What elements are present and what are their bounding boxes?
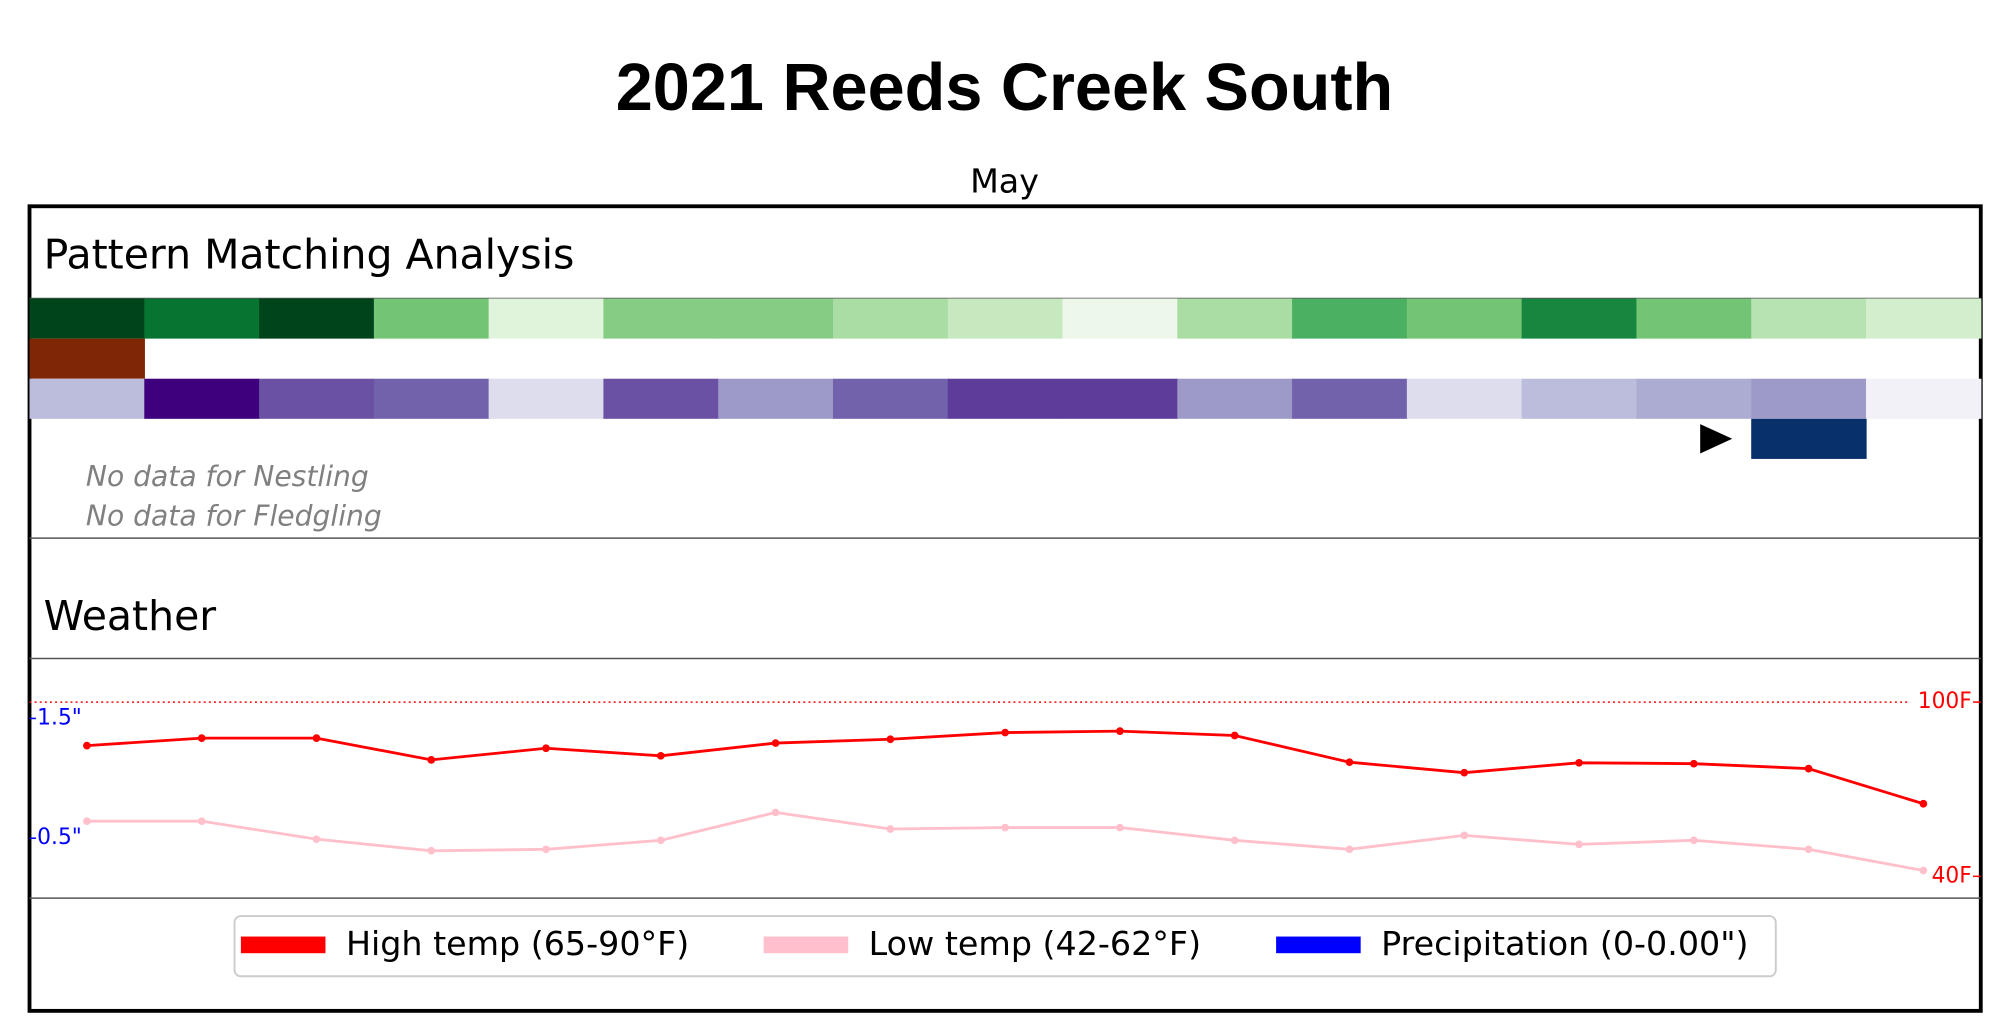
heatmap-cell xyxy=(1751,298,1867,339)
temp-point xyxy=(197,734,206,742)
temp-point xyxy=(197,817,206,826)
temp-point xyxy=(542,845,550,854)
temp-point xyxy=(312,734,321,742)
note: No data for Fledgling xyxy=(86,500,382,533)
heatmap-cell xyxy=(1636,298,1752,339)
y-tick-label: 1.5" xyxy=(37,705,82,730)
heatmap-cell xyxy=(603,378,719,419)
heatmap-cell xyxy=(29,378,145,419)
legend-label: Precipitation (0-0.00") xyxy=(1381,924,1748,963)
temp-point xyxy=(1919,799,1928,808)
heatmap-cell xyxy=(1636,378,1752,419)
heatmap-cell xyxy=(1521,298,1638,339)
temp-point xyxy=(1001,728,1009,737)
heatmap-cell xyxy=(1751,418,1867,459)
temp-point xyxy=(886,825,895,833)
temp-point xyxy=(1804,764,1813,773)
heatmap-cell xyxy=(1406,298,1523,339)
y2-tick-label: 40F xyxy=(1932,863,1972,888)
heatmap-cell xyxy=(144,298,260,339)
section-title: Weather xyxy=(44,592,217,640)
heatmap-cell xyxy=(29,338,145,379)
heatmap-cell xyxy=(259,378,375,419)
temp-point xyxy=(1460,831,1469,840)
heatmap-cell xyxy=(832,298,949,339)
heatmap-cell xyxy=(1406,378,1523,419)
heatmap-cell xyxy=(373,298,490,339)
temp-point xyxy=(1116,823,1124,832)
temp-point xyxy=(656,751,665,760)
temp-point xyxy=(1575,758,1583,767)
temp-point xyxy=(1689,836,1698,845)
heatmap-cell xyxy=(259,298,375,339)
figure-title: 2021 Reeds Creek South xyxy=(616,51,1393,125)
heatmap-cell xyxy=(1751,378,1867,419)
legend-swatch xyxy=(240,936,326,954)
marker-arrow xyxy=(1700,424,1733,454)
heatmap-cell xyxy=(373,378,490,419)
heatmap-cell xyxy=(1521,378,1638,419)
temp-point xyxy=(886,735,895,744)
heatmap-cell xyxy=(1865,298,1982,339)
y2-tick-label: 100F xyxy=(1918,689,1972,714)
heatmap-cell xyxy=(947,298,1064,339)
heatmap-cell xyxy=(488,298,605,339)
temp-point xyxy=(771,739,780,747)
heatmap-cell xyxy=(1292,378,1408,419)
subtitle: May xyxy=(970,162,1039,201)
temp-point xyxy=(1001,823,1009,832)
temp-point xyxy=(542,744,550,753)
heatmap-cell xyxy=(488,378,605,419)
heatmap-cell xyxy=(1177,378,1293,419)
temp-point xyxy=(1116,727,1124,735)
legend-label: High temp (65-90°F) xyxy=(346,924,689,963)
heatmap-cell xyxy=(1177,298,1293,339)
section-title: Pattern Matching Analysis xyxy=(44,231,575,279)
temp-point xyxy=(312,835,321,844)
temp-point xyxy=(1689,759,1698,768)
temp-point xyxy=(427,756,436,764)
temp-point xyxy=(771,808,780,817)
heatmap-cell xyxy=(718,298,834,339)
temp-point xyxy=(1804,845,1813,854)
temp-point xyxy=(83,817,91,826)
temp-line xyxy=(86,811,1924,872)
panel-frame xyxy=(27,204,1983,1013)
legend-swatch xyxy=(763,936,849,954)
legend-swatch xyxy=(1276,936,1361,954)
temp-point xyxy=(1460,768,1469,777)
heatmap-cell xyxy=(1865,378,1982,419)
heatmap-cell xyxy=(603,298,719,339)
heatmap-cell xyxy=(29,298,145,339)
heatmap-cell xyxy=(718,378,834,419)
legend-label: Low temp (42-62°F) xyxy=(869,924,1201,963)
heatmap-cell xyxy=(832,378,949,419)
temp-point xyxy=(1345,845,1354,854)
temp-point xyxy=(427,846,436,855)
temp-point xyxy=(1230,731,1239,740)
heatmap-cell xyxy=(1292,298,1408,339)
temp-point xyxy=(1919,866,1928,875)
note: No data for Nestling xyxy=(86,460,369,493)
legend-box xyxy=(233,915,1777,978)
y-tick-label: 0.5" xyxy=(37,825,82,850)
temp-point xyxy=(1230,836,1239,845)
heatmap-cell xyxy=(1062,378,1178,419)
heatmap-cell xyxy=(1062,298,1178,339)
temp-point xyxy=(1345,758,1354,767)
temp-point xyxy=(1575,840,1583,849)
heatmap-cell xyxy=(947,378,1064,419)
temp-line xyxy=(86,729,1924,806)
heatmap-cell xyxy=(144,378,260,419)
temp-point xyxy=(83,741,91,750)
temp-point xyxy=(656,836,665,845)
